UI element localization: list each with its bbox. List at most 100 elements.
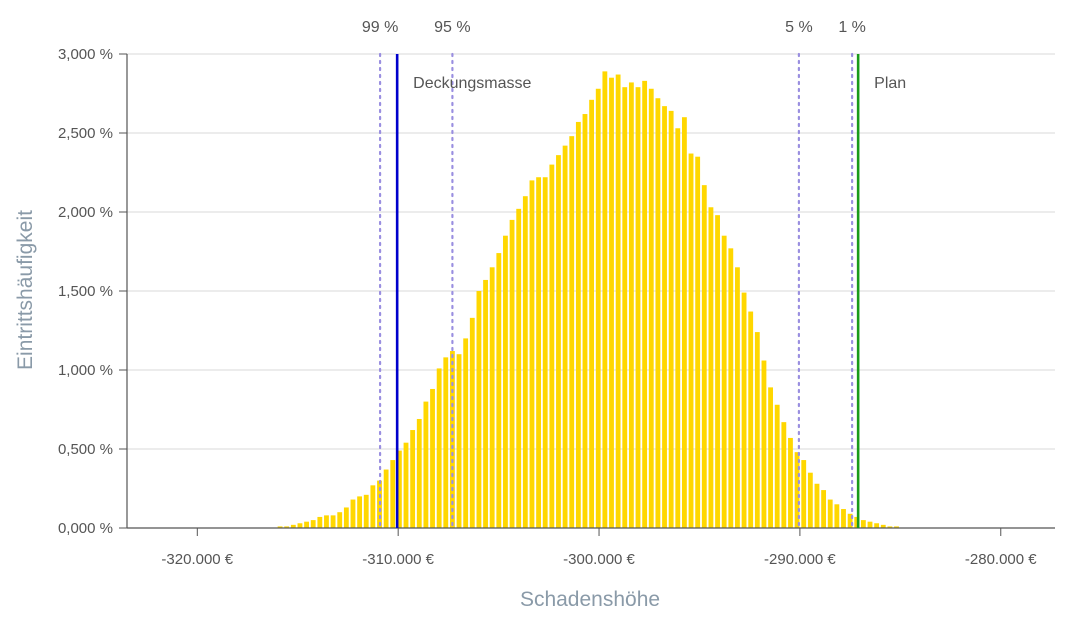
histogram-bar — [456, 354, 462, 528]
histogram-bar — [363, 494, 369, 528]
histogram-bar — [277, 526, 283, 528]
histogram-bar — [655, 98, 661, 529]
histogram-bars — [277, 71, 899, 529]
marker-lines: 99 % 95 % 5 % 1 % Deckungsmasse Plan — [362, 19, 906, 530]
histogram-bar — [330, 515, 336, 528]
x-tick-label: -280.000 € — [965, 551, 1037, 568]
histogram-bar — [615, 74, 621, 528]
histogram-bar — [821, 490, 827, 528]
histogram-bar — [874, 523, 880, 528]
histogram-bar — [841, 509, 846, 528]
histogram-bar — [894, 526, 899, 528]
histogram-bar — [549, 164, 555, 528]
histogram-bar — [337, 512, 343, 528]
x-axis-tick-labels: -320.000 € -310.000 € -300.000 € -290.000 €… — [161, 551, 1037, 568]
y-axis-title: Eintrittshäufigkeit — [14, 210, 37, 370]
histogram-bar — [847, 513, 853, 528]
y-tick-label: 1,000 % — [58, 362, 113, 379]
histogram-bar — [715, 215, 720, 528]
x-tick-label: -300.000 € — [563, 551, 635, 568]
histogram-bar — [297, 523, 303, 528]
histogram-bar — [708, 207, 714, 528]
histogram-bar — [390, 460, 396, 528]
histogram-bar — [595, 88, 601, 528]
histogram-bar — [463, 338, 469, 528]
histogram-bar — [483, 279, 488, 528]
x-tick-label: -320.000 € — [161, 551, 233, 568]
histogram-bar — [304, 521, 309, 528]
histogram-bar — [403, 442, 409, 528]
histogram-bar — [748, 311, 754, 528]
histogram-bar — [522, 196, 528, 528]
histogram-bar — [867, 521, 873, 528]
axes — [126, 54, 1055, 536]
histogram-bar — [562, 145, 568, 528]
y-tick-label: 2,500 % — [58, 125, 113, 142]
histogram-bar — [489, 267, 495, 528]
histogram-bar — [290, 524, 296, 528]
histogram-bar — [343, 507, 349, 528]
histogram-bar — [827, 499, 833, 528]
y-tick-label: 0,500 % — [58, 441, 113, 458]
histogram-bar — [721, 235, 727, 528]
histogram-bar — [416, 418, 422, 528]
histogram-bar — [383, 469, 389, 528]
histogram-bar — [516, 208, 522, 528]
histogram-bar — [436, 368, 442, 528]
histogram-bar — [860, 520, 866, 528]
histogram-bar — [350, 499, 356, 528]
histogram-bar — [628, 82, 634, 528]
histogram-bar — [668, 110, 674, 528]
histogram-bar — [642, 80, 648, 529]
y-tick-label: 1,500 % — [58, 283, 113, 300]
histogram-bar — [854, 516, 860, 528]
percentile-label: 99 % — [362, 19, 398, 36]
histogram-bar — [701, 185, 707, 528]
y-tick-label: 3,000 % — [58, 46, 113, 63]
histogram-bar — [801, 460, 807, 528]
histogram-bar — [317, 516, 323, 528]
histogram-bar — [496, 253, 502, 528]
histogram-bar — [754, 332, 760, 528]
histogram-bar — [635, 87, 641, 529]
histogram-bar — [781, 422, 787, 528]
histogram-bar — [443, 357, 449, 528]
histogram-bar — [310, 520, 316, 528]
y-axis-tick-labels: 0,000 % 0,500 % 1,000 % 1,500 % 2,000 % 2,500… — [58, 46, 113, 537]
histogram-bar — [509, 219, 515, 528]
histogram-bar — [622, 87, 628, 529]
histogram-bar — [609, 77, 614, 528]
histogram-bar — [556, 155, 561, 528]
y-tick-label: 0,000 % — [58, 520, 113, 537]
histogram-bar — [529, 180, 535, 528]
histogram-bar — [735, 267, 740, 528]
histogram-bar — [357, 496, 363, 528]
histogram-bar — [761, 360, 767, 528]
histogram-bar — [569, 136, 575, 528]
histogram-bar — [542, 177, 548, 529]
histogram-bar — [582, 114, 588, 528]
histogram-bar — [410, 430, 416, 528]
histogram-bar — [324, 515, 329, 528]
histogram-bar — [430, 388, 435, 528]
histogram-bar — [807, 472, 813, 528]
reference-line-label: Deckungsmasse — [413, 75, 531, 92]
histogram-bar — [469, 317, 475, 528]
histogram-bar — [681, 117, 687, 528]
histogram-bar — [503, 235, 508, 528]
histogram-bar — [536, 177, 541, 529]
percentile-label: 95 % — [434, 19, 470, 36]
histogram-bar — [788, 437, 793, 528]
x-axis-title: Schadenshöhe — [520, 588, 660, 611]
histogram-bar — [662, 106, 667, 528]
histogram-bar — [370, 485, 376, 528]
histogram-bar — [814, 483, 820, 528]
histogram-bar — [834, 504, 840, 528]
histogram-bar — [887, 526, 893, 528]
histogram-bar — [575, 121, 581, 528]
histogram-bar — [728, 248, 734, 528]
histogram-bar — [423, 401, 429, 528]
reference-line-label: Plan — [874, 75, 906, 92]
x-tick-label: -310.000 € — [362, 551, 434, 568]
